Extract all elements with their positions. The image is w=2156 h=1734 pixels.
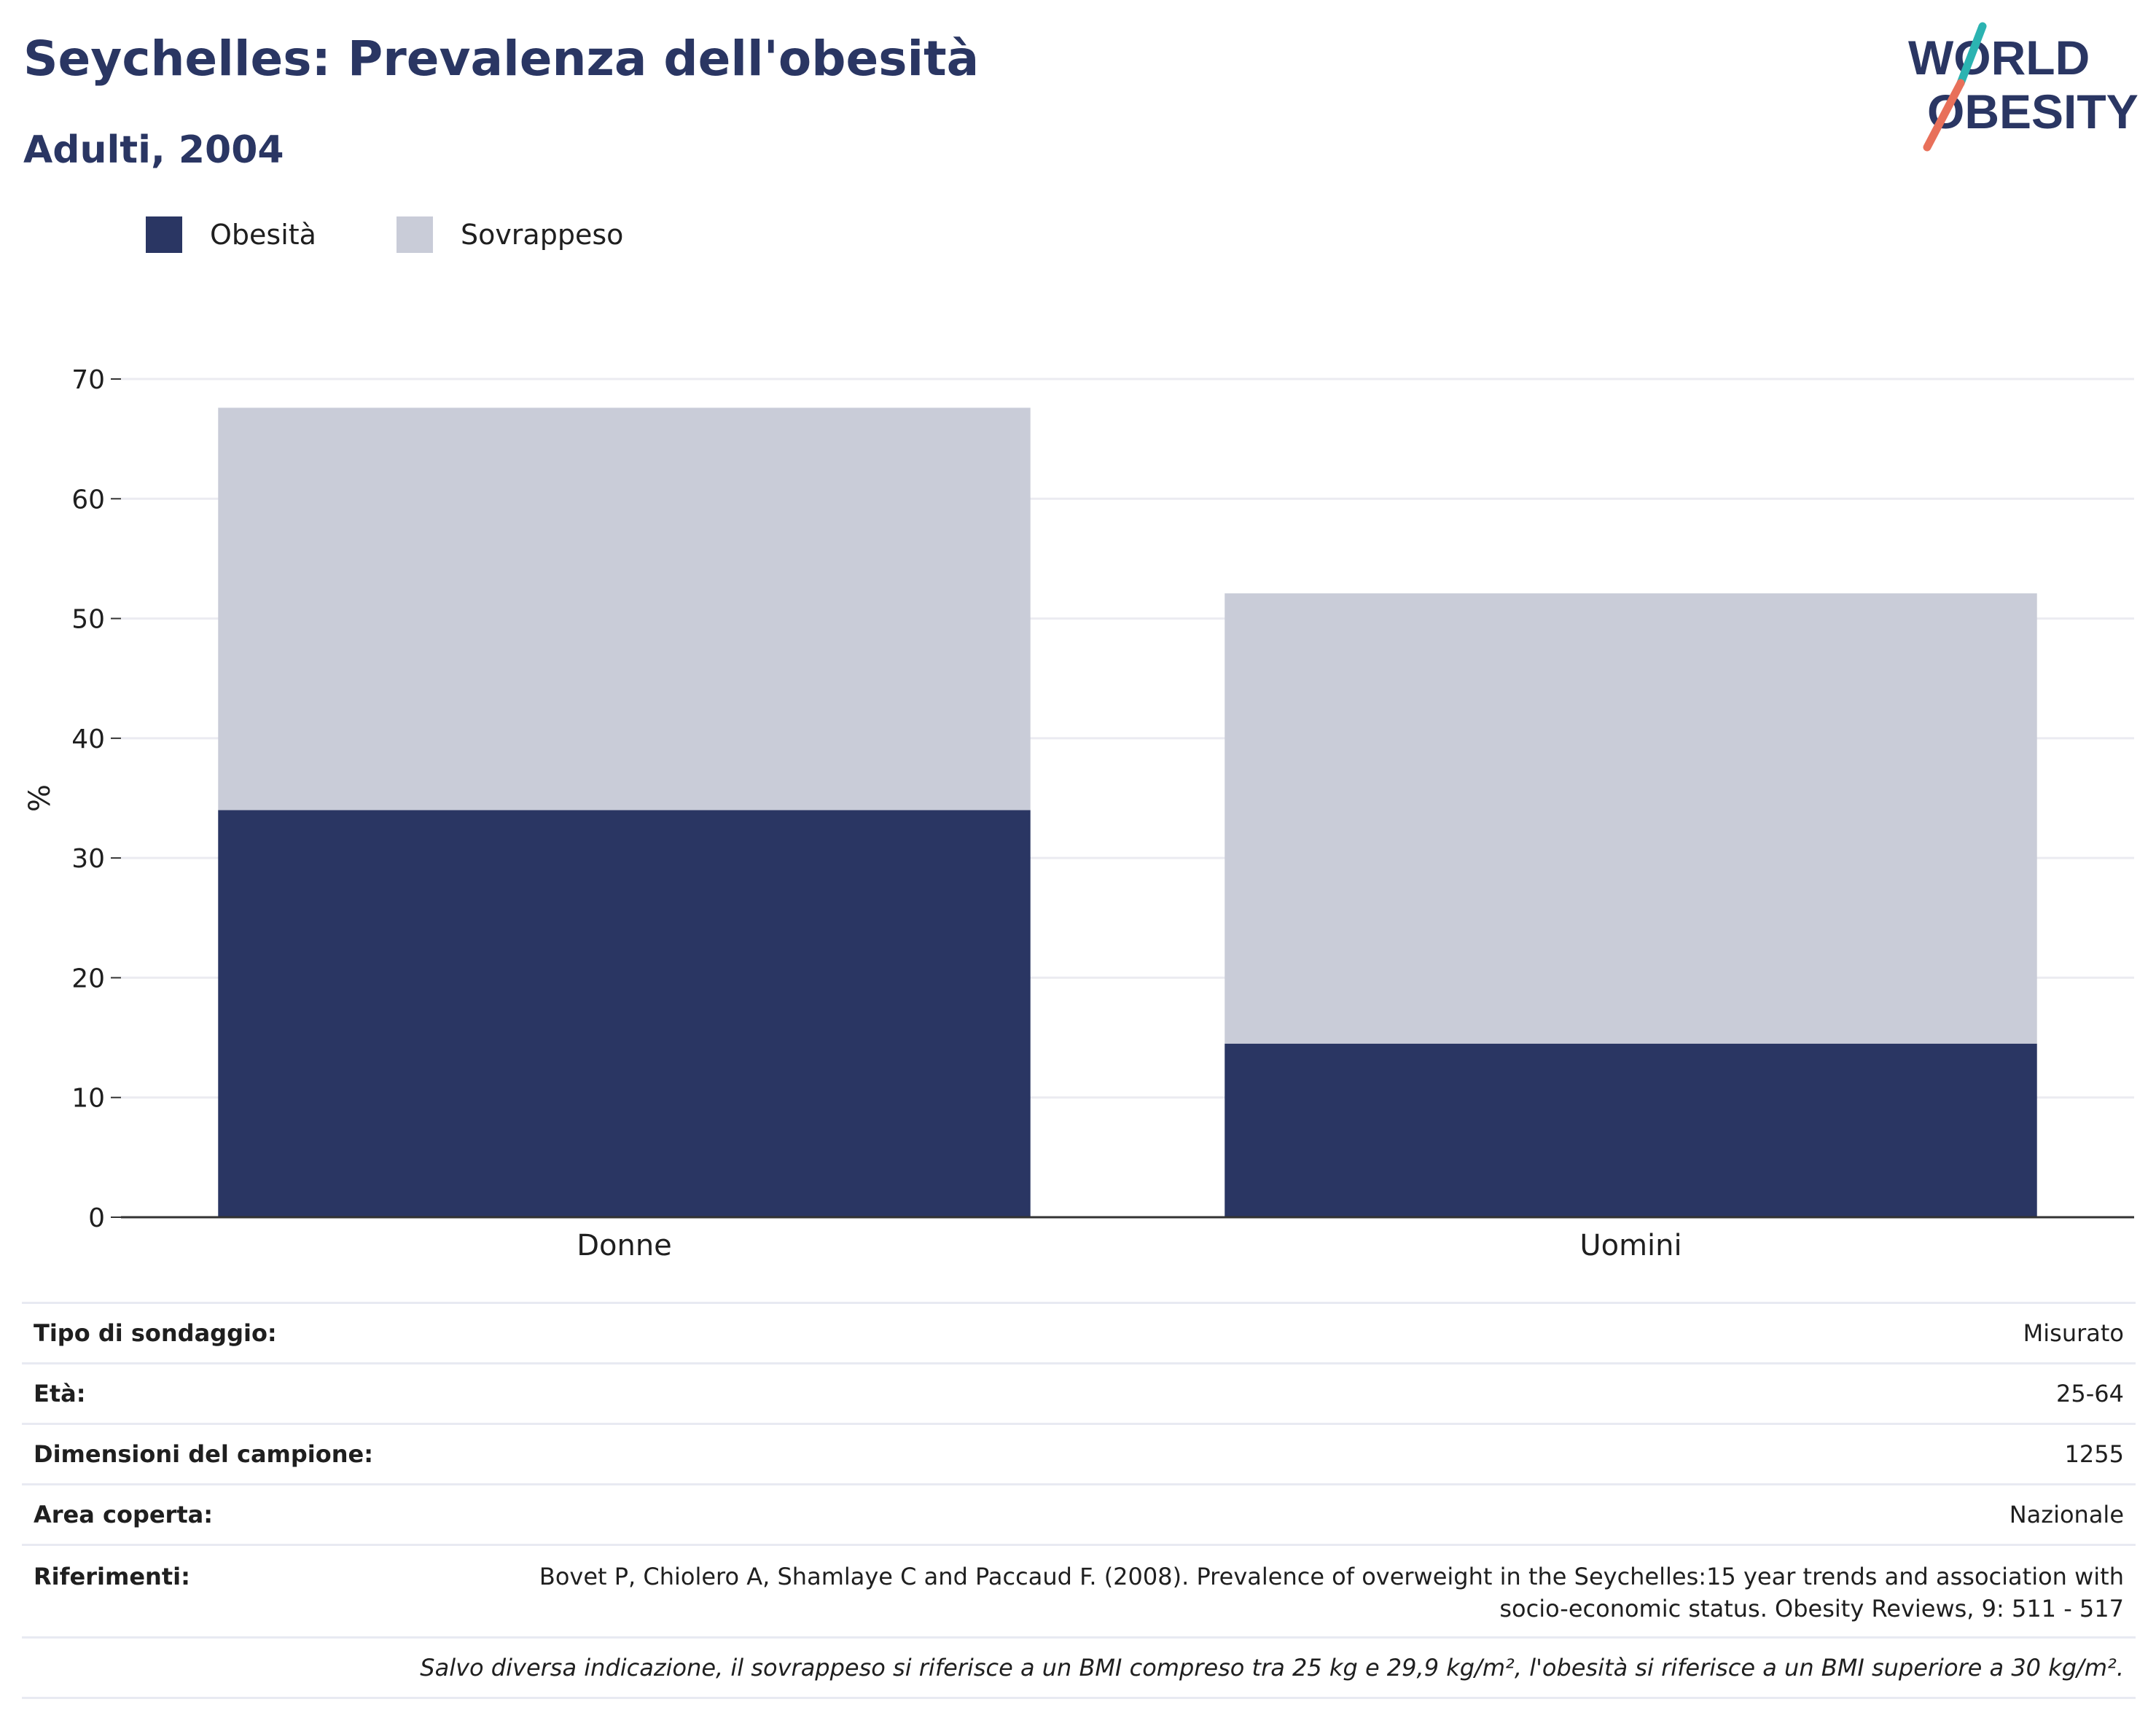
logo-accent-teal (1956, 22, 1987, 87)
chart-subtitle: Adulti, 2004 (23, 128, 284, 172)
info-row-age: Età: 25-64 (22, 1362, 2136, 1424)
logo-text-world: WORLD (1908, 31, 2090, 85)
legend-item-overweight: Sovrappeso (396, 216, 624, 253)
survey-info-table: Tipo di sondaggio: Misurato Età: 25-64 D… (22, 1302, 2136, 1699)
info-value-age: 25-64 (411, 1362, 2136, 1424)
info-label-age: Età: (22, 1362, 412, 1424)
logo-accent-coral (1923, 79, 1965, 152)
bar-uomini-sovrappeso (1225, 593, 2037, 1044)
info-value-sample-size: 1255 (411, 1423, 2136, 1485)
world-obesity-logo: WORLD OBESITY (1902, 22, 2143, 153)
legend-swatch-obesity (146, 216, 182, 253)
y-tick-label: 20 (71, 964, 105, 993)
chart-legend: Obesità Sovrappeso (146, 216, 703, 254)
info-value-area: Nazionale (411, 1483, 2136, 1545)
info-label-survey-type: Tipo di sondaggio: (22, 1302, 412, 1364)
legend-swatch-overweight (396, 216, 433, 253)
legend-label-obesity: Obesità (210, 219, 316, 251)
info-label-references: Riferimenti: (22, 1544, 412, 1638)
info-value-references: Bovet P, Chiolero A, Shamlaye C and Pacc… (411, 1544, 2136, 1638)
info-row-area: Area coperta: Nazionale (22, 1483, 2136, 1545)
info-row-note: Salvo diversa indicazione, il sovrappeso… (22, 1636, 2136, 1699)
y-tick-label: 0 (88, 1203, 105, 1233)
info-value-survey-type: Misurato (411, 1302, 2136, 1364)
logo-text-obesity: OBESITY (1927, 85, 2139, 138)
y-tick-label: 30 (71, 844, 105, 874)
chart-title: Seychelles: Prevalenza dell'obesità (23, 31, 980, 87)
reference-line-1: Bovet P, Chiolero A, Shamlaye C and Pacc… (539, 1563, 2124, 1590)
info-label-area: Area coperta: (22, 1483, 412, 1545)
legend-label-overweight: Sovrappeso (460, 219, 624, 251)
bar-donne-obesit (218, 810, 1031, 1217)
y-tick-label: 60 (71, 485, 105, 515)
bmi-definition-note: Salvo diversa indicazione, il sovrappeso… (22, 1636, 2136, 1699)
y-tick-label: 10 (71, 1084, 105, 1114)
stacked-bar-chart: 0 10 20 30 40 50 60 70% Donne Uomini (23, 365, 2134, 1262)
bar-donne-sovrappeso (218, 407, 1031, 811)
y-axis-label: % (23, 784, 57, 812)
info-row-sample-size: Dimensioni del campione: 1255 (22, 1423, 2136, 1485)
legend-item-obesity: Obesità (146, 216, 316, 253)
y-tick-label: 50 (71, 605, 105, 635)
info-row-references: Riferimenti: Bovet P, Chiolero A, Shamla… (22, 1544, 2136, 1638)
y-tick-label: 70 (71, 365, 105, 395)
x-tick-label: Donne (577, 1229, 672, 1262)
bar-uomini-obesit (1225, 1043, 2037, 1217)
x-tick-label: Uomini (1579, 1229, 1682, 1262)
info-row-survey-type: Tipo di sondaggio: Misurato (22, 1302, 2136, 1364)
info-label-sample-size: Dimensioni del campione: (22, 1423, 412, 1485)
reference-line-2: socio-economic status. Obesity Reviews, … (1499, 1595, 2124, 1622)
y-tick-label: 40 (71, 725, 105, 754)
